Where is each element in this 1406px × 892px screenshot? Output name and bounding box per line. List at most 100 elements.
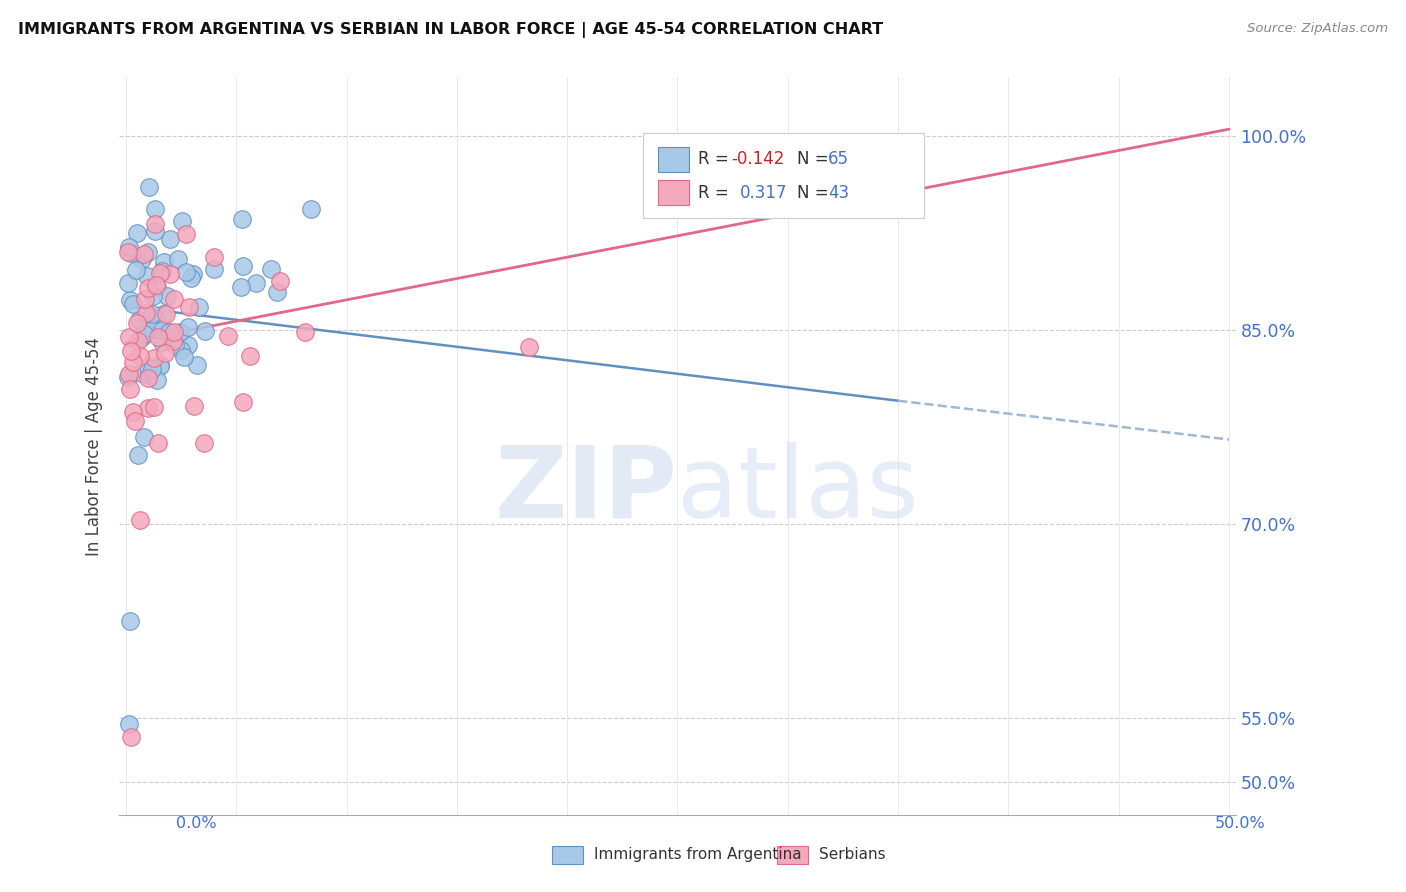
Point — [169, 325, 191, 339]
Point — [148, 359, 170, 373]
Point — [188, 300, 211, 314]
Text: 65: 65 — [828, 150, 849, 169]
Point — [117, 244, 139, 259]
Point — [143, 202, 166, 217]
Point — [132, 326, 155, 341]
Point — [153, 345, 176, 359]
Point — [167, 252, 190, 267]
Point — [131, 252, 153, 266]
Point — [150, 263, 173, 277]
Point — [117, 276, 139, 290]
Point — [124, 414, 146, 428]
Point — [162, 334, 184, 348]
Point — [150, 334, 173, 349]
Point — [118, 383, 141, 397]
Point — [122, 355, 145, 369]
Point — [141, 307, 163, 321]
Point — [239, 349, 262, 363]
Point — [177, 337, 200, 351]
Point — [117, 240, 139, 254]
Point — [138, 179, 160, 194]
Point — [121, 297, 143, 311]
Point — [186, 358, 208, 372]
Point — [141, 289, 163, 303]
Point — [142, 400, 165, 414]
Point — [125, 226, 148, 240]
Text: atlas: atlas — [678, 442, 920, 539]
Point — [149, 358, 172, 372]
Point — [118, 614, 141, 628]
Point — [180, 271, 202, 285]
Text: 0.0%: 0.0% — [176, 816, 217, 831]
Point — [170, 343, 193, 357]
Point — [156, 288, 179, 302]
Point — [142, 315, 165, 329]
Point — [179, 300, 201, 314]
Point — [142, 351, 165, 365]
Point — [129, 367, 152, 381]
Point — [152, 307, 174, 321]
Point — [118, 293, 141, 307]
Point — [229, 279, 252, 293]
Point — [159, 326, 181, 340]
Point — [232, 395, 254, 409]
Point — [118, 367, 141, 381]
Point — [202, 261, 225, 276]
Point — [202, 250, 225, 264]
Point — [145, 280, 167, 294]
Point — [138, 401, 160, 415]
Point — [136, 269, 159, 284]
Point — [159, 232, 181, 246]
Text: R =: R = — [697, 150, 734, 169]
Point — [128, 312, 150, 326]
Point — [269, 274, 291, 288]
Point — [174, 227, 197, 241]
Text: -0.142: -0.142 — [731, 150, 785, 169]
Point — [136, 245, 159, 260]
Point — [143, 224, 166, 238]
Point — [127, 334, 149, 349]
Point — [150, 323, 173, 337]
Point — [118, 330, 141, 344]
Point — [146, 330, 169, 344]
Point — [162, 292, 184, 306]
Point — [176, 320, 198, 334]
Point — [146, 372, 169, 386]
Point — [132, 246, 155, 260]
Point — [173, 350, 195, 364]
Text: R =: R = — [697, 184, 734, 202]
Text: IMMIGRANTS FROM ARGENTINA VS SERBIAN IN LABOR FORCE | AGE 45-54 CORRELATION CHAR: IMMIGRANTS FROM ARGENTINA VS SERBIAN IN … — [18, 22, 883, 38]
Point — [138, 359, 160, 374]
Point — [217, 328, 239, 343]
Point — [183, 399, 205, 413]
Point — [174, 265, 197, 279]
Text: Serbians: Serbians — [818, 847, 886, 863]
Point — [129, 349, 152, 363]
Point — [142, 321, 165, 335]
Point — [118, 717, 141, 731]
Point — [124, 262, 146, 277]
Point — [155, 307, 177, 321]
Point — [148, 321, 170, 335]
Point — [141, 362, 163, 376]
Point — [232, 259, 254, 273]
Text: N =: N = — [797, 150, 834, 169]
Point — [136, 371, 159, 385]
Text: 43: 43 — [828, 184, 849, 202]
Point — [134, 430, 156, 444]
Text: 50.0%: 50.0% — [1215, 816, 1265, 831]
Point — [127, 448, 149, 462]
Point — [135, 306, 157, 320]
Point — [145, 278, 167, 293]
Point — [122, 405, 145, 419]
Text: Source: ZipAtlas.com: Source: ZipAtlas.com — [1247, 22, 1388, 36]
Point — [120, 730, 142, 744]
Point — [266, 285, 288, 299]
Point — [146, 436, 169, 450]
Point — [131, 330, 153, 344]
Point — [231, 212, 253, 227]
Point — [120, 246, 142, 260]
Point — [299, 202, 322, 216]
Point — [127, 317, 149, 331]
Point — [134, 292, 156, 306]
